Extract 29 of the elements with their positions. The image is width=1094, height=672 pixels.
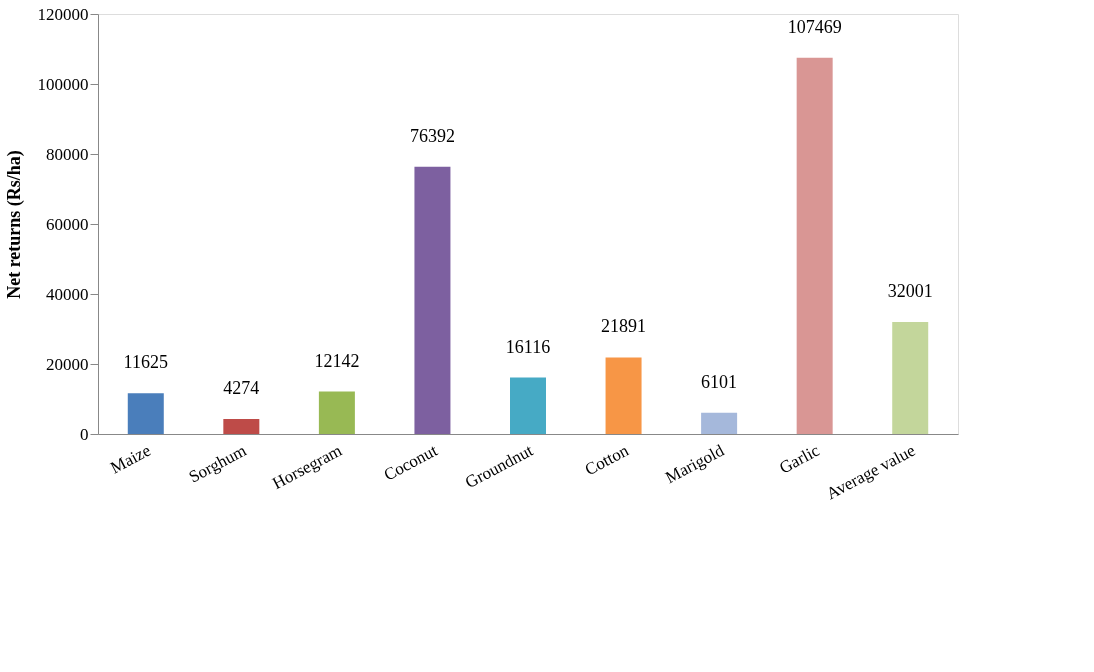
bar [318,391,355,434]
x-tick-label: Cotton [581,440,632,480]
data-label: 4274 [223,378,260,399]
bar [510,377,546,434]
bar [414,166,451,434]
data-label: 11625 [123,352,168,373]
data-label: 12142 [314,350,360,371]
bar [796,57,833,434]
data-label: 16116 [505,336,551,357]
y-tick-label: 0 [80,424,89,444]
bar [605,357,642,434]
data-label: 76392 [409,125,455,146]
x-tick-label: Garlic [776,440,824,478]
data-label: 107469 [787,16,842,37]
bar [223,419,260,434]
y-tick-label: 40000 [46,284,89,304]
y-axis-title: Net returns (Rs/ha) [3,150,25,299]
data-label: 6101 [701,371,738,392]
y-tick-label: 120000 [37,4,89,24]
bar [701,412,738,434]
data-label: 32001 [887,281,933,301]
y-tick-label: 20000 [46,354,89,374]
y-tick-label: 80000 [46,144,89,164]
bar [892,322,929,434]
data-label: 21891 [601,316,647,337]
y-tick-label: 100000 [37,74,89,94]
bar [127,393,164,434]
y-tick-label: 60000 [46,214,89,234]
x-tick-label: Maize [107,440,154,478]
